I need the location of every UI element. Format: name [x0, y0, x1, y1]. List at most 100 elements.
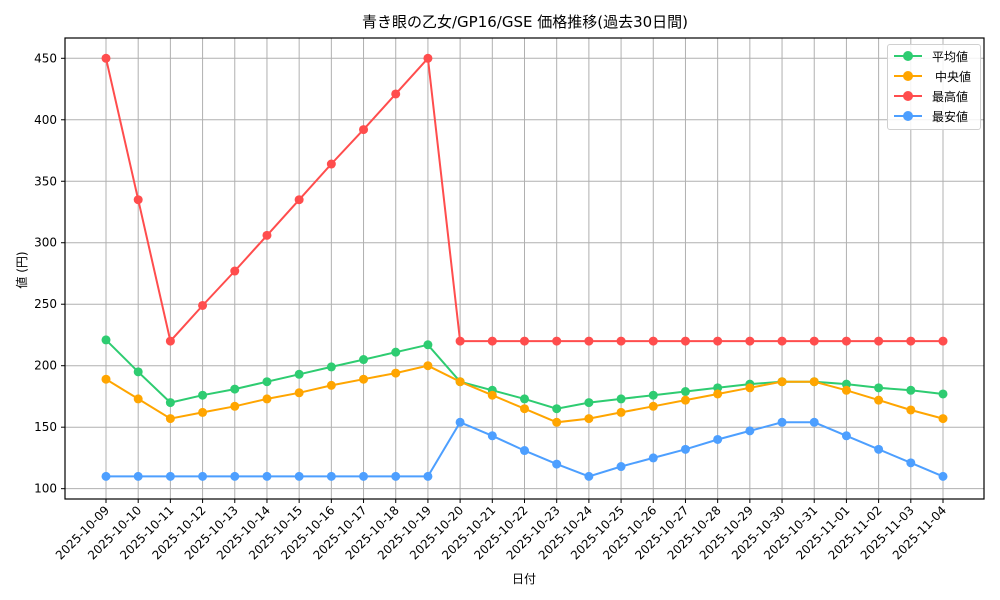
data-point [133, 195, 143, 205]
data-point [198, 390, 208, 400]
data-point [391, 89, 401, 99]
data-point [809, 417, 819, 427]
data-point [294, 369, 304, 379]
data-point [552, 459, 562, 469]
y-axis: 100 150 200 250 300 350 400 450 [34, 51, 65, 496]
data-point [391, 471, 401, 481]
data-point [777, 377, 787, 387]
data-point [262, 394, 272, 404]
data-point [938, 414, 948, 424]
data-point [487, 431, 497, 441]
data-point [616, 407, 626, 417]
legend-marker-icon [903, 111, 913, 121]
data-point [874, 444, 884, 454]
plot-frame [64, 37, 985, 500]
data-point [520, 336, 529, 346]
y-tick-label: 100 [34, 482, 57, 496]
data-point [455, 336, 465, 346]
data-point [938, 389, 948, 399]
data-point [359, 471, 369, 481]
data-point [713, 383, 723, 393]
series-line [101, 53, 948, 346]
legend-item-average: 平均値 [888, 46, 980, 66]
data-point [230, 401, 240, 411]
data-point [326, 471, 336, 481]
data-point [648, 336, 658, 346]
data-point [616, 336, 626, 346]
y-tick-label: 300 [34, 236, 57, 250]
legend-label: 中央値 [935, 70, 972, 84]
data-point [101, 53, 111, 63]
data-point [520, 446, 529, 456]
data-point [648, 390, 658, 400]
data-point [552, 336, 562, 346]
data-point [745, 336, 755, 346]
data-point [165, 398, 175, 408]
data-point [423, 471, 433, 481]
legend-marker-icon [903, 71, 913, 81]
data-point [165, 471, 175, 481]
data-point [680, 444, 690, 454]
data-point [520, 404, 529, 414]
data-point [552, 417, 562, 427]
y-axis-label: 値 (円) [15, 251, 29, 289]
data-point [455, 377, 465, 387]
data-point [294, 388, 304, 398]
legend: 平均値 中央値 最高値 最安値 [887, 44, 981, 130]
y-tick-label: 350 [34, 174, 57, 188]
data-point [616, 394, 626, 404]
data-point [616, 462, 626, 472]
data-point [584, 414, 594, 424]
legend-item-min: 最安値 [888, 106, 980, 126]
data-point [423, 361, 433, 371]
data-point [584, 471, 594, 481]
data-point [906, 385, 916, 395]
data-point [777, 417, 787, 427]
data-point [648, 453, 658, 463]
data-point [841, 431, 851, 441]
data-point [198, 300, 208, 310]
data-point [133, 394, 143, 404]
data-point [359, 125, 369, 135]
data-point [713, 434, 723, 444]
chart-title: 青き眼の乙女/GP16/GSE 価格推移(過去30日間) [361, 13, 689, 31]
data-point [777, 336, 787, 346]
y-tick-label: 450 [34, 51, 57, 65]
data-point [262, 471, 272, 481]
legend-item-max: 最高値 [888, 86, 980, 106]
data-point [198, 407, 208, 417]
legend-marker-icon [903, 51, 913, 61]
data-point [326, 362, 336, 372]
data-point [745, 426, 755, 436]
x-axis: 2025-10-092025-10-102025-10-112025-10-12… [53, 499, 949, 562]
data-point [423, 53, 433, 63]
data-point [198, 471, 208, 481]
data-point [359, 374, 369, 384]
data-point [874, 336, 884, 346]
data-point [487, 336, 497, 346]
data-point [841, 379, 851, 389]
data-point [133, 471, 143, 481]
data-point [520, 394, 529, 404]
data-point [906, 458, 916, 468]
series-line [101, 361, 948, 427]
data-point [165, 336, 175, 346]
data-point [745, 383, 755, 393]
data-point [584, 398, 594, 408]
data-point [326, 380, 336, 390]
data-point [326, 159, 336, 169]
legend-label: 平均値 [932, 50, 969, 64]
data-point [841, 385, 851, 395]
data-point [262, 377, 272, 387]
data-point [874, 383, 884, 393]
data-point [552, 404, 562, 414]
data-point [809, 336, 819, 346]
legend-marker-icon [903, 91, 913, 101]
data-point [938, 336, 948, 346]
data-point [584, 336, 594, 346]
series-line [101, 417, 948, 481]
y-tick-label: 150 [34, 420, 57, 434]
data-point [230, 384, 240, 394]
